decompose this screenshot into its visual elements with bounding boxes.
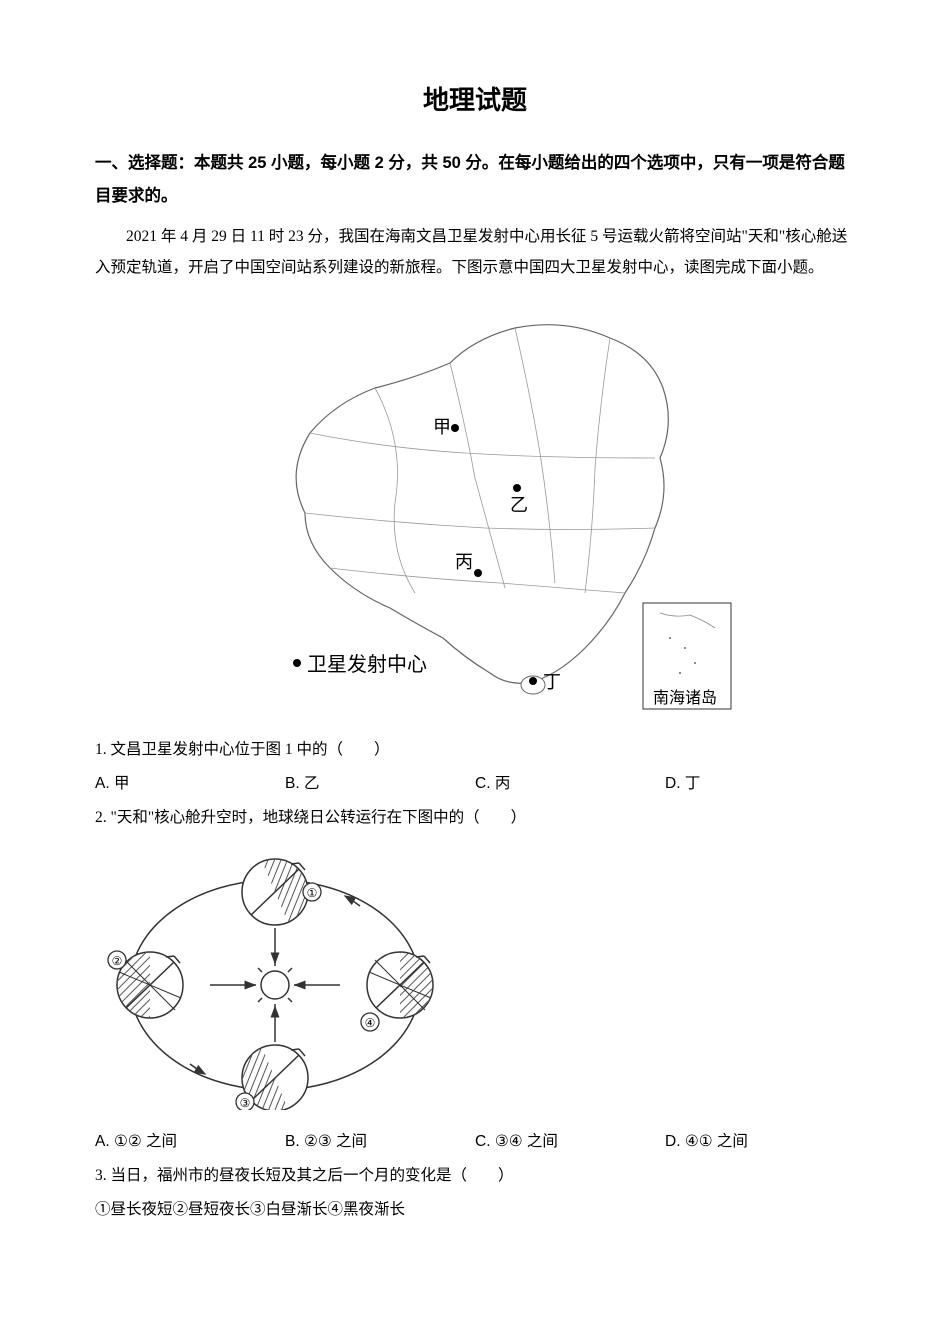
question-1-options: A. 甲 B. 乙 C. 丙 D. 丁 (95, 767, 855, 801)
map-point-ding (529, 677, 537, 685)
page-title: 地理试题 (95, 80, 855, 117)
q1-option-c-text: 丙 (495, 775, 511, 792)
section-header: 一、选择题：本题共 25 小题，每小题 2 分，共 50 分。在每小题给出的四个… (95, 147, 855, 213)
legend-text: 卫星发射中心 (307, 653, 427, 676)
q1-option-b: B. 乙 (285, 767, 475, 801)
map-point-yi (513, 484, 521, 492)
question-2-options: A. ①② 之间 B. ②③ 之间 C. ③④ 之间 D. ④① 之间 (95, 1125, 855, 1159)
q2-option-d: D. ④① 之间 (665, 1125, 855, 1159)
q2-option-b: B. ②③ 之间 (285, 1125, 475, 1159)
question-1-text: 1. 文昌卫星发射中心位于图 1 中的（ ） (95, 733, 855, 767)
orbit-diagram-svg: ① ② ③ (95, 850, 455, 1110)
orbit-label-2: ② (112, 954, 123, 968)
map-label-jia: 甲 (433, 417, 451, 437)
q2-option-a: A. ①② 之间 (95, 1125, 285, 1159)
q2-option-b-text: ②③ 之间 (304, 1133, 367, 1150)
question-3-text: 3. 当日，福州市的昼夜长短及其之后一个月的变化是（ ） (95, 1159, 855, 1193)
q2-option-c: C. ③④ 之间 (475, 1125, 665, 1159)
map-point-jia (451, 424, 459, 432)
orbit-diagram-figure: ① ② ③ (95, 850, 855, 1115)
map-label-ding: 丁 (543, 672, 561, 692)
orbit-label-3: ③ (240, 1096, 251, 1110)
earth-position-2: ② (108, 951, 183, 1018)
china-map-figure: 甲 乙 丙 丁 卫星发射中心 南海诸岛 (95, 293, 855, 718)
q2-option-c-text: ③④ 之间 (495, 1133, 558, 1150)
q1-option-b-text: 乙 (304, 775, 320, 792)
passage-text: 2021 年 4 月 29 日 11 时 23 分，我国在海南文昌卫星发射中心用… (95, 221, 855, 283)
map-label-yi: 乙 (510, 495, 528, 515)
orbit-label-1: ① (307, 886, 318, 900)
q1-option-a-text: 甲 (114, 775, 130, 792)
q1-option-d: D. 丁 (665, 767, 855, 801)
nanhai-label: 南海诸岛 (653, 689, 717, 707)
q1-option-a: A. 甲 (95, 767, 285, 801)
q2-option-d-text: ④① 之间 (685, 1133, 748, 1150)
map-label-bing: 丙 (455, 552, 473, 572)
earth-position-3: ③ (232, 1045, 308, 1110)
q1-option-d-text: 丁 (685, 775, 701, 792)
legend-dot (293, 659, 301, 667)
map-point-bing (474, 569, 482, 577)
q2-option-a-text: ①② 之间 (114, 1133, 177, 1150)
china-map-svg: 甲 乙 丙 丁 卫星发射中心 南海诸岛 (215, 293, 735, 713)
question-2-text: 2. "天和"核心舱升空时，地球绕日公转运行在下图中的（ ） (95, 801, 855, 835)
orbit-label-4: ④ (365, 1016, 376, 1030)
question-3-subitems: ①昼长夜短②昼短夜长③白昼渐长④黑夜渐长 (95, 1193, 855, 1227)
earth-position-4: ④ (361, 952, 433, 1031)
q1-option-c: C. 丙 (475, 767, 665, 801)
earth-position-1: ① (242, 850, 321, 925)
